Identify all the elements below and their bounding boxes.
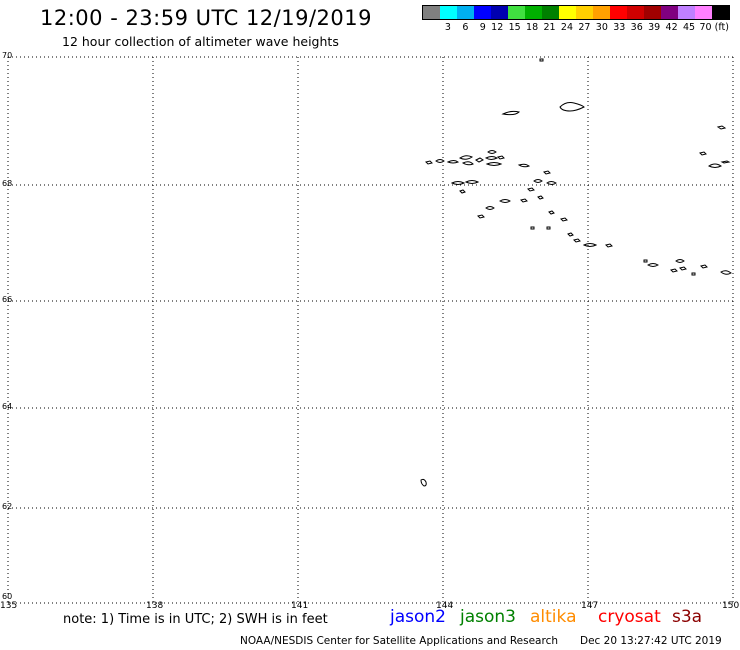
legend-label: 6 bbox=[462, 22, 469, 33]
lat-label: 66 bbox=[2, 295, 13, 304]
legend-label: 30 bbox=[595, 22, 608, 33]
grid-lines bbox=[7, 56, 734, 604]
legend-label: 9 bbox=[479, 22, 486, 33]
legend-swatch bbox=[712, 6, 729, 19]
wave-height-legend: 3 6 9 12 15 18 21 24 27 30 33 36 39 42 45 70 (ft) bbox=[422, 5, 730, 35]
legend-swatch bbox=[542, 6, 559, 19]
legend-swatch bbox=[627, 6, 644, 19]
lat-label: 70 bbox=[2, 51, 13, 60]
footer-note: note: 1) Time is in UTC; 2) SWH is in fe… bbox=[63, 612, 328, 627]
lat-label: 64 bbox=[2, 402, 13, 411]
map-title: 12:00 - 23:59 UTC 12/19/2019 bbox=[40, 6, 372, 30]
legend-swatch bbox=[593, 6, 610, 19]
generation-timestamp: Dec 20 13:27:42 UTC 2019 bbox=[580, 635, 722, 647]
legend-swatch bbox=[661, 6, 678, 19]
legend-swatch bbox=[576, 6, 593, 19]
legend-swatch bbox=[508, 6, 525, 19]
legend-label: 42 bbox=[665, 22, 678, 33]
legend-swatch bbox=[491, 6, 508, 19]
legend-label: 27 bbox=[578, 22, 591, 33]
legend-swatch bbox=[610, 6, 627, 19]
legend-label: 70 (ft) bbox=[699, 22, 729, 33]
legend-label: 3 bbox=[444, 22, 451, 33]
lon-label: 144 bbox=[436, 601, 454, 611]
lon-label: 141 bbox=[291, 601, 309, 611]
lat-label: 68 bbox=[2, 179, 13, 188]
lon-label: 150 bbox=[722, 601, 740, 611]
legend-labels: 3 6 9 12 15 18 21 24 27 30 33 36 39 42 45 70 (ft) bbox=[422, 22, 730, 33]
legend-swatch bbox=[678, 6, 695, 19]
legend-label: 39 bbox=[648, 22, 661, 33]
credit-text: NOAA/NESDIS Center for Satellite Applica… bbox=[240, 635, 558, 647]
legend-label: 36 bbox=[630, 22, 643, 33]
coastline-contours bbox=[420, 58, 732, 487]
legend-label: 15 bbox=[508, 22, 521, 33]
legend-color-bar bbox=[422, 5, 730, 20]
legend-swatch bbox=[559, 6, 576, 19]
lon-label: 135 bbox=[0, 601, 18, 611]
lat-label: 60 bbox=[2, 592, 13, 601]
legend-label: 33 bbox=[613, 22, 626, 33]
legend-swatch bbox=[474, 6, 491, 19]
legend-swatch bbox=[525, 6, 542, 19]
lon-label: 147 bbox=[581, 601, 599, 611]
legend-swatch bbox=[457, 6, 474, 19]
legend-label: 24 bbox=[560, 22, 574, 33]
legend-label: 18 bbox=[526, 22, 539, 33]
legend-label: 12 bbox=[491, 22, 504, 33]
lat-label: 62 bbox=[2, 502, 13, 511]
legend-swatch bbox=[695, 6, 712, 19]
legend-swatch bbox=[423, 6, 440, 19]
lon-label: 138 bbox=[146, 601, 164, 611]
satellite-altika: altika bbox=[530, 607, 577, 627]
legend-swatch bbox=[440, 6, 457, 19]
legend-label: 21 bbox=[543, 22, 556, 33]
satellite-cryosat: cryosat bbox=[598, 607, 661, 627]
map-subtitle: 12 hour collection of altimeter wave hei… bbox=[62, 34, 339, 49]
satellite-jason2: jason2 bbox=[390, 607, 446, 627]
legend-swatch bbox=[644, 6, 661, 19]
satellite-jason3: jason3 bbox=[460, 607, 516, 627]
satellite-s3a: s3a bbox=[672, 607, 703, 627]
legend-label: 45 bbox=[682, 22, 696, 33]
